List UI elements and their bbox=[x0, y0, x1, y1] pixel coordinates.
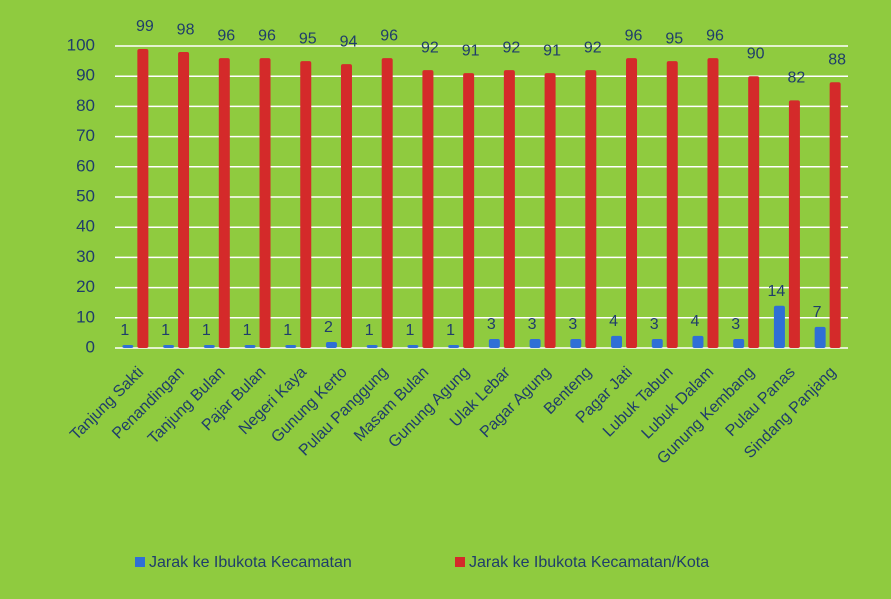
value-label: 1 bbox=[365, 322, 374, 339]
bar bbox=[829, 82, 841, 349]
value-label: 1 bbox=[446, 322, 455, 339]
bar bbox=[422, 70, 434, 348]
legend-swatch bbox=[135, 557, 145, 567]
y-tick-label: 80 bbox=[76, 96, 95, 115]
value-label: 7 bbox=[813, 304, 822, 321]
bar bbox=[788, 100, 800, 348]
value-label: 92 bbox=[421, 39, 439, 56]
bar bbox=[585, 70, 597, 348]
value-label: 14 bbox=[768, 283, 786, 300]
value-label: 4 bbox=[609, 313, 618, 330]
bar bbox=[448, 344, 460, 348]
y-tick-label: 20 bbox=[76, 277, 95, 296]
value-label: 95 bbox=[665, 30, 683, 47]
bar bbox=[407, 344, 419, 348]
bar bbox=[381, 58, 393, 349]
bar bbox=[218, 58, 230, 349]
value-label: 99 bbox=[136, 18, 154, 35]
bar bbox=[544, 73, 556, 349]
bar bbox=[814, 326, 826, 348]
value-label: 96 bbox=[706, 27, 724, 44]
value-label: 1 bbox=[161, 322, 170, 339]
value-label: 2 bbox=[324, 319, 333, 336]
y-tick-label: 60 bbox=[76, 156, 95, 175]
value-label: 98 bbox=[177, 21, 195, 38]
bar bbox=[773, 305, 785, 348]
bar bbox=[611, 335, 623, 348]
bar bbox=[203, 344, 215, 348]
value-label: 3 bbox=[568, 316, 577, 333]
value-label: 3 bbox=[650, 316, 659, 333]
value-label: 88 bbox=[828, 51, 846, 68]
bar bbox=[733, 338, 745, 348]
value-label: 1 bbox=[202, 322, 211, 339]
value-label: 1 bbox=[243, 322, 252, 339]
value-label: 92 bbox=[502, 39, 520, 56]
y-tick-label: 100 bbox=[67, 35, 95, 54]
y-tick-label: 90 bbox=[76, 66, 95, 85]
value-label: 96 bbox=[380, 27, 398, 44]
bar bbox=[666, 61, 678, 348]
value-label: 4 bbox=[691, 313, 700, 330]
value-label: 95 bbox=[299, 30, 317, 47]
value-label: 90 bbox=[747, 45, 765, 62]
bar bbox=[122, 344, 134, 348]
bar bbox=[503, 70, 515, 348]
value-label: 91 bbox=[462, 42, 480, 59]
value-label: 91 bbox=[543, 42, 561, 59]
bar bbox=[707, 58, 719, 349]
bar bbox=[178, 52, 190, 348]
bar bbox=[529, 338, 541, 348]
value-label: 96 bbox=[217, 27, 235, 44]
value-label: 3 bbox=[487, 316, 496, 333]
legend-swatch bbox=[455, 557, 465, 567]
value-label: 94 bbox=[340, 33, 358, 50]
value-label: 3 bbox=[731, 316, 740, 333]
bar bbox=[340, 64, 352, 349]
value-label: 1 bbox=[120, 322, 129, 339]
bar bbox=[300, 61, 312, 348]
bar bbox=[244, 344, 256, 348]
legend-label: Jarak ke Ibukota Kecamatan/Kota bbox=[469, 554, 709, 571]
bar bbox=[570, 338, 582, 348]
bar bbox=[259, 58, 271, 349]
bar bbox=[463, 73, 475, 349]
bar bbox=[285, 344, 297, 348]
bar bbox=[692, 335, 704, 348]
bar bbox=[163, 344, 175, 348]
y-tick-label: 30 bbox=[76, 247, 95, 266]
value-label: 96 bbox=[625, 27, 643, 44]
y-tick-label: 50 bbox=[76, 186, 95, 205]
y-tick-label: 40 bbox=[76, 217, 95, 236]
bar bbox=[137, 49, 149, 349]
y-tick-label: 0 bbox=[86, 337, 95, 356]
value-label: 1 bbox=[405, 322, 414, 339]
value-label: 96 bbox=[258, 27, 276, 44]
value-label: 3 bbox=[528, 316, 537, 333]
bar bbox=[488, 338, 500, 348]
value-label: 1 bbox=[283, 322, 292, 339]
bar bbox=[325, 341, 337, 348]
bar bbox=[366, 344, 378, 348]
y-tick-label: 70 bbox=[76, 126, 95, 145]
y-tick-label: 10 bbox=[76, 307, 95, 326]
legend-label: Jarak ke Ibukota Kecamatan bbox=[149, 554, 352, 571]
bar bbox=[626, 58, 638, 349]
value-label: 82 bbox=[788, 70, 806, 87]
bar bbox=[748, 76, 760, 348]
bar bbox=[651, 338, 663, 348]
value-label: 92 bbox=[584, 39, 602, 56]
